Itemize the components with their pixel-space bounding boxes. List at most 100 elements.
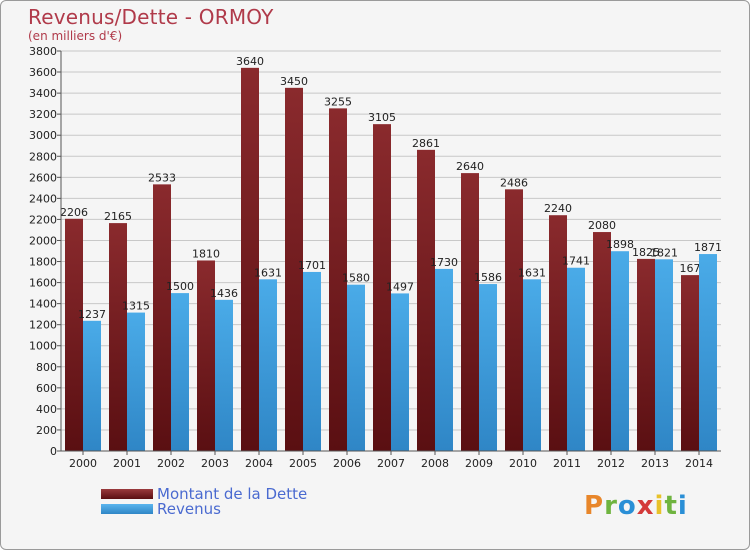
y-tick-label: 2400 bbox=[29, 192, 57, 205]
legend-item-debt: Montant de la Dette bbox=[101, 485, 401, 503]
revenue-bar bbox=[171, 293, 189, 451]
x-tick-label: 2012 bbox=[597, 457, 625, 470]
revenue-bar bbox=[479, 284, 497, 451]
debt-bar bbox=[285, 87, 303, 451]
y-tick-label: 2000 bbox=[29, 234, 57, 247]
y-tick-label: 3800 bbox=[29, 45, 57, 58]
x-tick-label: 2014 bbox=[685, 457, 713, 470]
revenue-bar bbox=[259, 279, 277, 451]
debt-value-label: 3640 bbox=[236, 55, 264, 68]
revenue-value-label: 1898 bbox=[606, 238, 634, 251]
debt-bar bbox=[417, 149, 435, 451]
revenue-value-label: 1631 bbox=[254, 266, 282, 279]
revenue-bar bbox=[127, 312, 145, 451]
proxiti-logo: Proxiti bbox=[584, 491, 688, 521]
revenue-value-label: 1586 bbox=[474, 271, 502, 284]
y-tick-label: 200 bbox=[36, 424, 57, 437]
logo-letter: P bbox=[584, 491, 605, 521]
revenue-value-label: 1701 bbox=[298, 259, 326, 272]
revenue-bar bbox=[611, 251, 629, 451]
debt-bar bbox=[549, 215, 567, 451]
revenue-value-label: 1580 bbox=[342, 272, 370, 285]
revenue-value-label: 1741 bbox=[562, 255, 590, 268]
debt-bar bbox=[681, 275, 699, 451]
logo-letter: x bbox=[636, 491, 655, 521]
debt-value-label: 2240 bbox=[544, 202, 572, 215]
y-tick-label: 3200 bbox=[29, 108, 57, 121]
legend-item-revenue: Revenus bbox=[101, 500, 401, 518]
debt-value-label: 2486 bbox=[500, 176, 528, 189]
logo-letter: i bbox=[654, 491, 665, 521]
debt-bar bbox=[109, 223, 127, 451]
debt-value-label: 3255 bbox=[324, 95, 352, 108]
y-tick-label: 1800 bbox=[29, 256, 57, 269]
y-tick-label: 1600 bbox=[29, 277, 57, 290]
debt-bar bbox=[593, 232, 611, 451]
legend-swatch-debt bbox=[101, 489, 153, 499]
legend-label-debt: Montant de la Dette bbox=[157, 485, 308, 503]
debt-bar bbox=[637, 258, 655, 451]
y-tick-label: 1000 bbox=[29, 340, 57, 353]
debt-value-label: 3450 bbox=[280, 75, 308, 88]
debt-value-label: 2080 bbox=[588, 219, 616, 232]
y-tick-label: 600 bbox=[36, 382, 57, 395]
chart-title: Revenus/Dette - ORMOY bbox=[28, 5, 274, 29]
y-tick-label: 1200 bbox=[29, 319, 57, 332]
logo-letter: i bbox=[677, 491, 688, 521]
debt-value-label: 1825 bbox=[632, 246, 660, 259]
y-tick-label: 3400 bbox=[29, 87, 57, 100]
debt-value-label: 3105 bbox=[368, 111, 396, 124]
debt-value-label: 2640 bbox=[456, 160, 484, 173]
x-tick-label: 2005 bbox=[289, 457, 317, 470]
debt-bar bbox=[373, 124, 391, 451]
revenue-value-label: 1500 bbox=[166, 280, 194, 293]
revenue-bar bbox=[567, 267, 585, 451]
debt-bar bbox=[197, 260, 215, 451]
chart-subtitle: (en milliers d'€) bbox=[28, 29, 123, 43]
revenue-bar bbox=[523, 279, 541, 451]
revenue-bar bbox=[83, 320, 101, 451]
y-tick-label: 0 bbox=[50, 445, 57, 458]
y-tick-label: 2200 bbox=[29, 213, 57, 226]
revenue-value-label: 1237 bbox=[78, 308, 106, 321]
logo-letter: t bbox=[664, 491, 678, 521]
debt-bar bbox=[153, 184, 171, 452]
debt-bar bbox=[505, 189, 523, 451]
x-tick-label: 2001 bbox=[113, 457, 141, 470]
x-tick-label: 2008 bbox=[421, 457, 449, 470]
revenue-bar bbox=[303, 271, 321, 451]
y-tick-label: 400 bbox=[36, 403, 57, 416]
y-tick-label: 3000 bbox=[29, 129, 57, 142]
x-tick-label: 2004 bbox=[245, 457, 273, 470]
debt-bar bbox=[241, 67, 259, 451]
revenue-bar bbox=[435, 268, 453, 451]
debt-value-label: 1810 bbox=[192, 247, 220, 260]
y-tick-label: 1400 bbox=[29, 298, 57, 311]
revenue-bar bbox=[215, 299, 233, 451]
revenue-value-label: 1436 bbox=[210, 287, 238, 300]
revenue-bar bbox=[391, 293, 409, 451]
x-tick-label: 2000 bbox=[69, 457, 97, 470]
debt-value-label: 2861 bbox=[412, 137, 440, 150]
x-tick-label: 2006 bbox=[333, 457, 361, 470]
y-tick-label: 800 bbox=[36, 361, 57, 374]
y-tick-label: 3600 bbox=[29, 66, 57, 79]
x-tick-label: 2009 bbox=[465, 457, 493, 470]
debt-value-label: 167 bbox=[680, 262, 701, 275]
x-tick-label: 2010 bbox=[509, 457, 537, 470]
debt-bar bbox=[65, 218, 83, 451]
x-tick-label: 2007 bbox=[377, 457, 405, 470]
x-tick-label: 2003 bbox=[201, 457, 229, 470]
revenue-value-label: 1730 bbox=[430, 256, 458, 269]
revenue-bar bbox=[655, 259, 673, 451]
legend-label-revenue: Revenus bbox=[157, 500, 221, 518]
logo-letter: o bbox=[617, 491, 637, 521]
y-tick-label: 2800 bbox=[29, 150, 57, 163]
debt-bar bbox=[461, 173, 479, 451]
x-tick-label: 2011 bbox=[553, 457, 581, 470]
revenue-bar bbox=[699, 254, 717, 451]
x-tick-label: 2002 bbox=[157, 457, 185, 470]
x-tick-label: 2013 bbox=[641, 457, 669, 470]
